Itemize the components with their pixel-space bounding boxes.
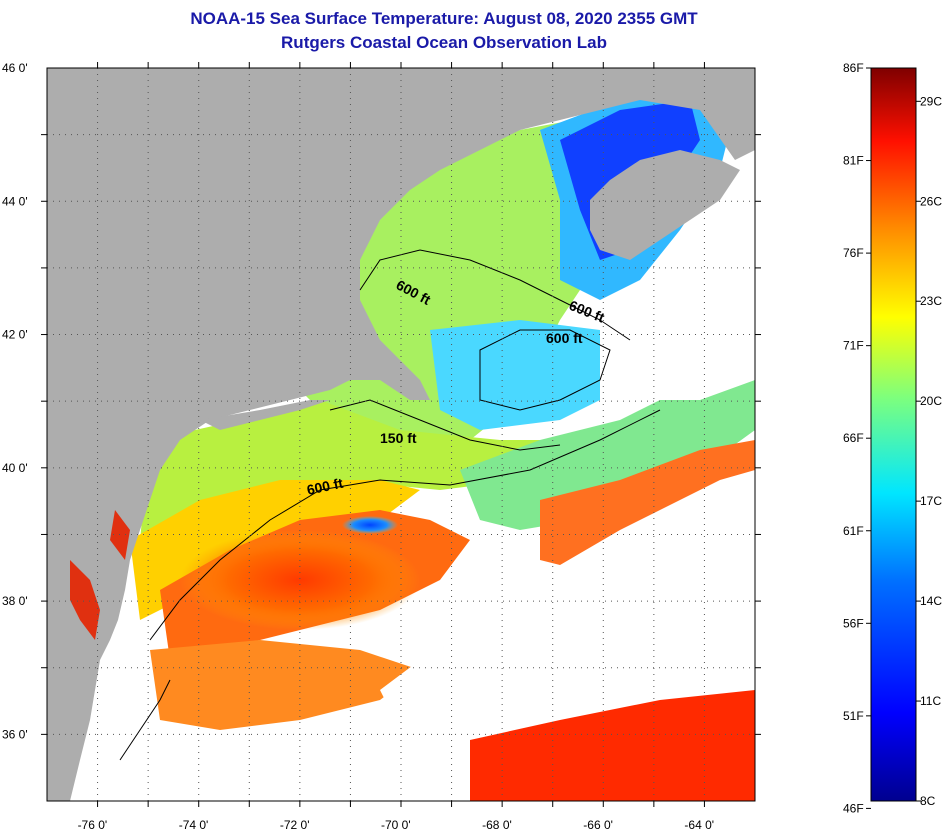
colorbar-f-label: 76F bbox=[843, 246, 864, 260]
map-subtitle: Rutgers Coastal Ocean Observation Lab bbox=[281, 33, 607, 52]
cloud-band-1 bbox=[380, 470, 755, 730]
colorbar: 86F 81F 76F 71F 66F 61F 56F 51F 46F 29C 26C 23C 20C… bbox=[843, 61, 942, 815]
contour-label: 150 ft bbox=[380, 430, 417, 446]
contour-600ft-basin bbox=[479, 329, 611, 411]
contour-150ft bbox=[329, 399, 561, 451]
lon-label: -70 0' bbox=[381, 818, 411, 832]
colorbar-f-label: 71F bbox=[843, 339, 864, 353]
cloud-band-3 bbox=[640, 290, 755, 400]
colorbar-f-label: 86F bbox=[843, 61, 864, 75]
land-mainland bbox=[47, 68, 755, 801]
colorbar-fahrenheit-labels: 86F 81F 76F 71F 66F 61F 56F 51F 46F bbox=[843, 61, 871, 815]
colorbar-c-label: 23C bbox=[920, 294, 942, 308]
lon-label: -74 0' bbox=[179, 818, 209, 832]
lon-label: -68 0' bbox=[482, 818, 512, 832]
sst-southeast-warm bbox=[470, 690, 755, 801]
lat-label: 46 0' bbox=[2, 61, 28, 75]
contour-600ft-shelf bbox=[149, 409, 661, 641]
colorbar-f-label: 66F bbox=[843, 431, 864, 445]
sst-field bbox=[47, 68, 755, 801]
cloud-band-2 bbox=[120, 730, 470, 770]
lat-label: 44 0' bbox=[2, 194, 28, 208]
lat-label: 42 0' bbox=[2, 328, 28, 342]
latitude-labels: 46 0' 44 0' 42 0' 40 0' 38 0' 36 0' bbox=[2, 61, 28, 741]
sst-slope-water bbox=[460, 360, 755, 530]
coast-shelf-break bbox=[119, 679, 171, 761]
map-title: NOAA-15 Sea Surface Temperature: August … bbox=[190, 9, 698, 28]
lat-label: 38 0' bbox=[2, 594, 28, 608]
colorbar-f-label: 51F bbox=[843, 709, 864, 723]
sst-south-orange bbox=[150, 640, 420, 730]
land-nova-scotia bbox=[590, 150, 740, 260]
colorbar-c-label: 26C bbox=[920, 194, 942, 208]
longitude-labels: -76 0' -74 0' -72 0' -70 0' -68 0' -66 0' -64 … bbox=[78, 818, 715, 832]
lon-label: -76 0' bbox=[78, 818, 108, 832]
bathymetry-contours bbox=[119, 249, 661, 761]
land-long-island bbox=[200, 400, 330, 430]
colorbar-f-label: 56F bbox=[843, 616, 864, 630]
lon-label: -66 0' bbox=[583, 818, 613, 832]
contour-600ft-gulf bbox=[359, 249, 631, 341]
chesapeake-bay bbox=[70, 560, 100, 640]
colorbar-f-label: 46F bbox=[843, 801, 864, 815]
lon-label: -72 0' bbox=[280, 818, 310, 832]
colorbar-celsius-labels: 29C 26C 23C 20C 17C 14C 11C 8C bbox=[916, 94, 942, 808]
colorbar-c-label: 17C bbox=[920, 494, 942, 508]
contour-label: 600 ft bbox=[305, 475, 344, 498]
colorbar-c-label: 8C bbox=[920, 794, 936, 808]
colorbar-gradient bbox=[870, 67, 917, 802]
colorbar-c-label: 29C bbox=[920, 94, 942, 108]
lat-label: 40 0' bbox=[2, 461, 28, 475]
colorbar-c-label: 11C bbox=[920, 694, 941, 708]
colorbar-c-label: 20C bbox=[920, 394, 942, 408]
lat-label: 36 0' bbox=[2, 727, 28, 741]
colorbar-f-label: 81F bbox=[843, 154, 864, 168]
sst-georges-bank bbox=[430, 320, 600, 430]
colorbar-c-label: 14C bbox=[920, 594, 942, 608]
axis-ticks bbox=[41, 62, 761, 807]
warm-core bbox=[180, 530, 420, 630]
cool-eddy bbox=[342, 516, 398, 534]
lon-label: -64 0' bbox=[684, 818, 714, 832]
graticule bbox=[47, 68, 755, 801]
delaware-bay bbox=[110, 510, 130, 560]
contour-label: 600 ft bbox=[546, 330, 583, 346]
colorbar-f-label: 61F bbox=[843, 524, 864, 538]
